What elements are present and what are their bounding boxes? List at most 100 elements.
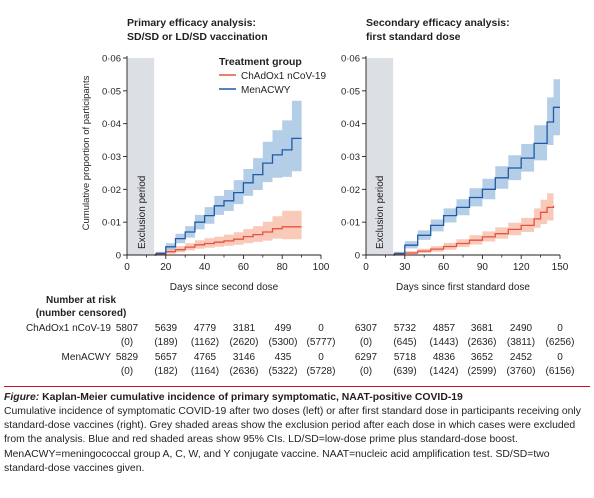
left-y-tick-label: 0·04 [102,119,121,130]
left-exclusion-rect [127,58,155,255]
left-x-tick-label: 40 [199,262,211,273]
kaplan-meier-figure: Primary efficacy analysis: SD/SD or LD/S… [26,17,575,377]
risk-cell-right-menacwy-censored: (3760) [507,366,536,377]
risk-cell-left-chadox1-censored: (0) [121,337,133,348]
left-exclusion-region [127,58,155,255]
risk-cell-left-chadox1-at-risk: 5639 [155,323,178,334]
left-chadox1-ci-band [156,210,302,255]
right-axes: 0 0·01 0·02 0·03 0·04 0·05 0·06 0 30 60 90 120 150 [341,54,569,274]
risk-cell-left-chadox1-censored: (5300) [269,337,298,348]
left-axes: 0 0·01 0·02 0·03 0·04 0·05 0·06 0 20 40 60 80 100 [102,54,330,274]
risk-cell-left-menacwy-at-risk: 4765 [194,352,217,363]
risk-cell-left-menacwy-at-risk: 3146 [233,352,256,363]
right-x-axis-label: Days since first standard dose [396,282,530,293]
risk-cell-right-chadox1-censored: (0) [360,337,372,348]
risk-row-label-chadox1: ChAdOx1 nCoV-19 [26,323,111,334]
risk-cell-right-chadox1-at-risk: 5732 [394,323,417,334]
right-x-tick-label: 90 [477,262,489,273]
risk-cell-left-menacwy-at-risk: 0 [318,352,324,363]
legend-chadox1-label: ChAdOx1 nCoV-19 [241,71,326,82]
left-panel-title: Primary efficacy analysis: [127,17,256,29]
right-menacwy-line [393,106,560,256]
risk-cell-left-chadox1-at-risk: 5807 [116,323,139,334]
risk-cell-right-chadox1-censored: (1443) [430,337,459,348]
left-y-tick-label: 0·03 [102,152,121,163]
left-lines [154,137,302,256]
risk-cell-left-chadox1-at-risk: 499 [275,323,292,334]
left-y-tick-label: 0·06 [102,54,121,65]
risk-cell-left-chadox1-at-risk: 0 [318,323,324,334]
risk-cell-left-menacwy-at-risk: 5829 [116,352,139,363]
risk-cell-right-chadox1-censored: (2636) [468,337,497,348]
right-y-tick-label: 0·02 [341,185,360,196]
right-chadox1-ci-band [394,191,554,255]
risk-cell-right-menacwy-censored: (0) [360,366,372,377]
risk-table: Number at risk (number censored) ChAdOx1… [26,295,575,377]
risk-cell-right-chadox1-censored: (645) [393,337,416,348]
right-x-tick-label: 150 [552,262,569,273]
right-exclusion-rect [366,58,394,255]
risk-cell-left-menacwy-censored: (5322) [269,366,298,377]
risk-cell-right-menacwy-at-risk: 5718 [394,352,417,363]
left-exclusion-label: Exclusion period [137,176,148,249]
risk-table-header: Number at risk [46,295,116,306]
risk-cell-right-menacwy-at-risk: 2452 [510,352,533,363]
right-menacwy-ci-band [394,79,560,255]
risk-cell-left-chadox1-censored: (2620) [230,337,259,348]
left-x-tick-label: 100 [313,262,330,273]
legend: Treatment group ChAdOx1 nCoV-19 MenACWY [219,56,326,96]
risk-cell-left-chadox1-at-risk: 3181 [233,323,256,334]
right-x-tick-label: 0 [363,262,369,273]
right-panel: Secondary efficacy analysis: first stand… [341,17,569,293]
risk-cell-left-menacwy-censored: (182) [154,366,177,377]
caption-rule [4,386,590,387]
left-x-tick-label: 20 [160,262,172,273]
risk-cell-right-chadox1-at-risk: 6307 [355,323,378,334]
risk-cell-left-chadox1-censored: (1162) [191,337,219,348]
right-bands [394,79,560,255]
risk-cell-right-chadox1-at-risk: 3681 [471,323,494,334]
risk-cell-right-chadox1-at-risk: 0 [557,323,563,334]
left-bands [156,100,302,255]
risk-cell-right-chadox1-at-risk: 4857 [433,323,456,334]
risk-cell-left-menacwy-censored: (1164) [191,366,219,377]
risk-cell-left-chadox1-censored: (5777) [307,337,336,348]
risk-cell-left-menacwy-censored: (5728) [307,366,336,377]
left-x-axis-label: Days since second dose [170,282,279,293]
left-y-tick-label: 0·05 [102,86,121,97]
left-menacwy-line [154,137,302,256]
right-y-tick-label: 0·01 [341,218,360,229]
legend-title: Treatment group [219,56,302,68]
risk-cell-left-chadox1-at-risk: 4779 [194,323,217,334]
risk-cell-left-menacwy-censored: (0) [121,366,133,377]
figure-caption: Figure: Kaplan-Meier cumulative incidenc… [4,386,590,476]
caption-title: Figure: Kaplan-Meier cumulative incidenc… [4,391,590,405]
risk-cell-right-menacwy-censored: (1424) [430,366,459,377]
left-y-axis-label: Cumulative proportion of participants [81,75,92,230]
legend-menacwy-label: MenACWY [241,85,291,96]
left-panel-subtitle: SD/SD or LD/SD vaccination [127,31,268,43]
right-chadox1-line [393,205,555,256]
risk-cell-right-chadox1-at-risk: 2490 [510,323,533,334]
risk-cell-left-menacwy-at-risk: 435 [275,352,292,363]
right-exclusion-label: Exclusion period [375,176,386,249]
right-panel-title: Secondary efficacy analysis: [366,17,510,29]
risk-cell-right-menacwy-at-risk: 4836 [433,352,456,363]
risk-cell-right-menacwy-censored: (6156) [546,366,575,377]
right-y-tick-label: 0·04 [341,119,360,130]
caption-body: Cumulative incidence of symptomatic COVI… [4,406,581,474]
right-x-tick-label: 120 [513,262,530,273]
left-y-tick-label: 0 [116,251,121,262]
caption-figure-label: Figure: [4,392,40,403]
risk-row-label-menacwy: MenACWY [62,352,112,363]
left-y-tick-label: 0·01 [102,218,121,229]
right-y-tick-label: 0·06 [341,54,360,65]
risk-cell-left-menacwy-censored: (2636) [230,366,259,377]
right-lines [393,106,560,256]
left-chadox1-line [154,226,302,256]
risk-table-subheader: (number censored) [36,308,127,319]
right-panel-subtitle: first standard dose [366,31,461,43]
risk-cell-right-menacwy-at-risk: 6297 [355,352,378,363]
risk-cell-left-menacwy-at-risk: 5657 [155,352,178,363]
left-menacwy-ci-band [156,100,302,255]
